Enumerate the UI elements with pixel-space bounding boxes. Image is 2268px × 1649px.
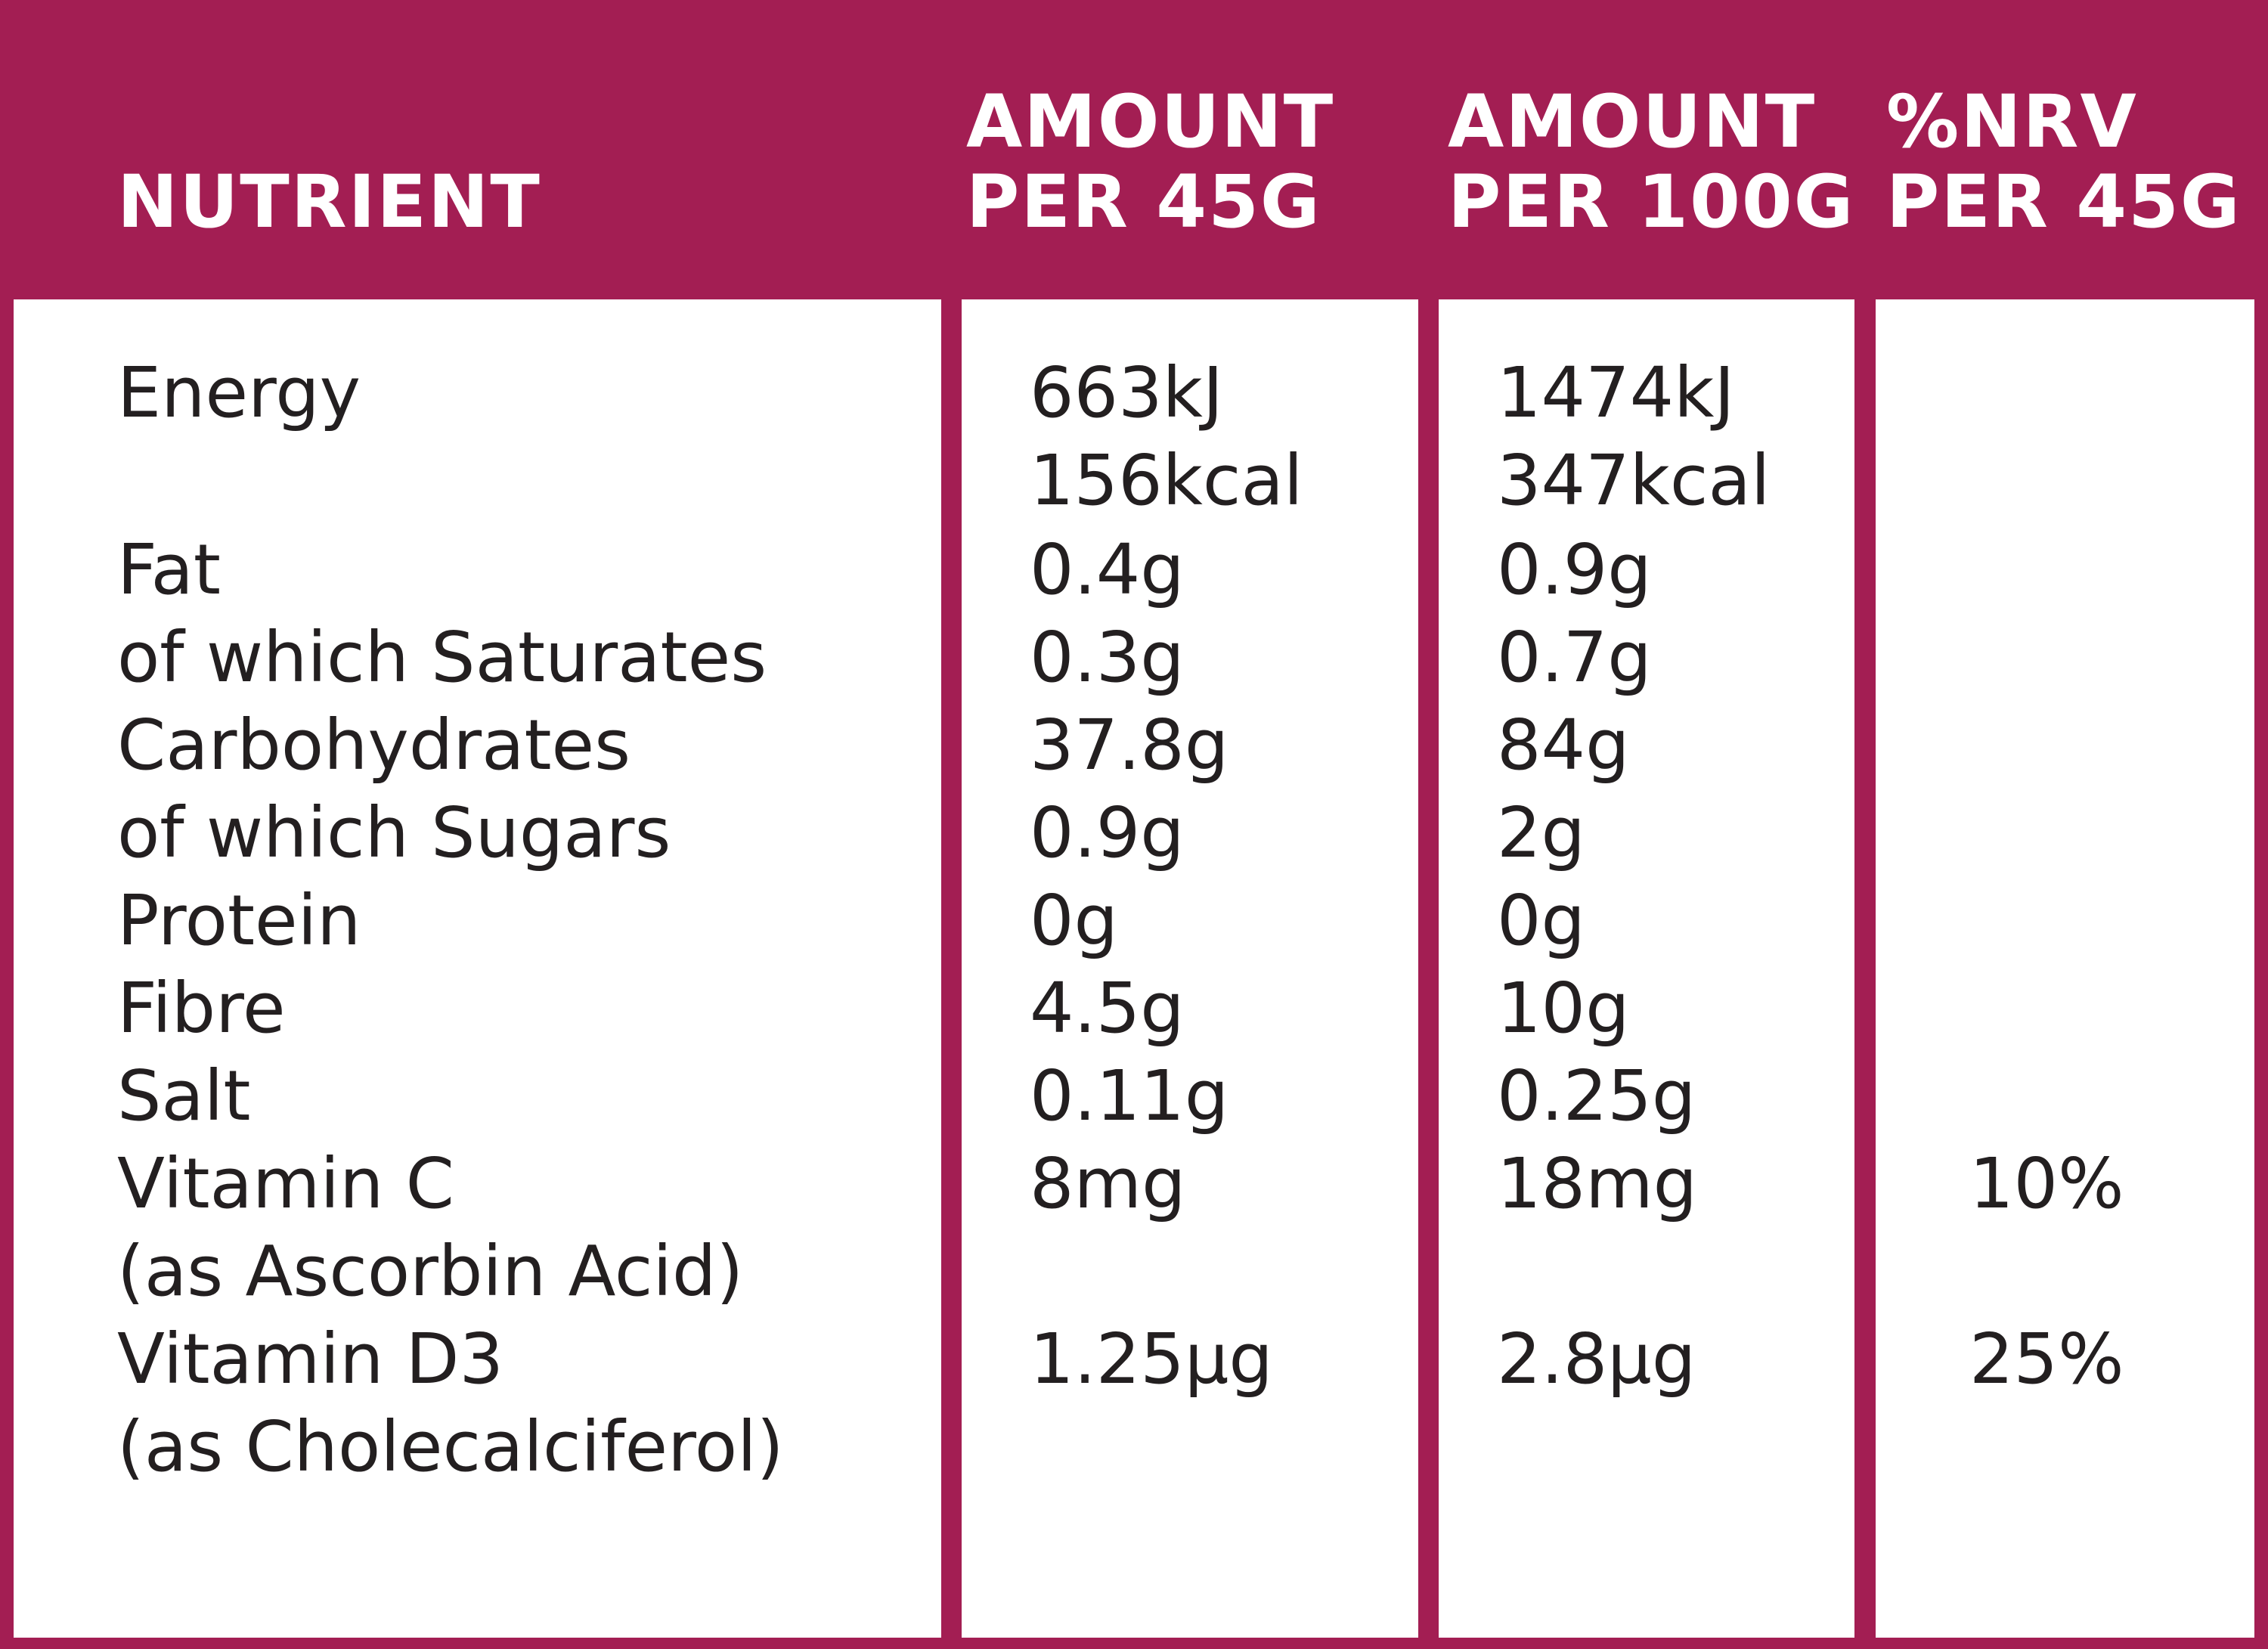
header-nrv-per-45g: %NRV PER 45G — [1886, 0, 2242, 287]
per45-value: 37.8g — [1030, 705, 1229, 786]
per100-value: 347kcal — [1497, 440, 1771, 521]
row-name: (as Ascorbin Acid) — [117, 1231, 744, 1312]
per45-value: 156kcal — [1030, 440, 1303, 521]
per45-value: 4.5g — [1030, 968, 1185, 1049]
header-per45-line1: AMOUNT — [966, 79, 1335, 164]
per45-value: 663kJ — [1030, 352, 1224, 433]
per45-value: 1.25µg — [1030, 1319, 1273, 1399]
per100-value: 0.9g — [1497, 529, 1652, 610]
per100-value: 84g — [1497, 705, 1630, 786]
nrv-value: 25% — [1969, 1319, 2124, 1399]
per100-value: 1474kJ — [1497, 352, 1735, 433]
per100-value: 0g — [1497, 880, 1585, 961]
per100-value: 0.7g — [1497, 617, 1652, 698]
header-nrv-line1: %NRV — [1886, 79, 2138, 164]
per45-value: 0.11g — [1030, 1055, 1229, 1136]
row-name: Vitamin D3 — [117, 1319, 504, 1399]
row-name: (as Cholecalciferol) — [117, 1406, 784, 1487]
row-name: of which Sugars — [117, 792, 671, 873]
per45-value: 0.9g — [1030, 792, 1185, 873]
per100-value: 0.25g — [1497, 1055, 1696, 1136]
header-amount-per-45g: AMOUNT PER 45G — [966, 0, 1334, 287]
row-name: Salt — [117, 1055, 251, 1136]
nrv-per-45g-column: 10% 25% — [1876, 299, 2254, 1638]
nrv-value: 10% — [1969, 1143, 2124, 1224]
header-nrv-line2: PER 45G — [1886, 160, 2242, 244]
header-per45-line2: PER 45G — [966, 160, 1321, 244]
per100-value: 2g — [1497, 792, 1585, 873]
header-nutrient-label: NUTRIENT — [117, 160, 541, 244]
row-name: Energy — [117, 352, 361, 433]
header-per100-line2: PER 100G — [1448, 160, 1855, 244]
row-name: Fat — [117, 529, 221, 610]
per100-value: 18mg — [1497, 1143, 1698, 1224]
nutrient-column: Energy Fat of which Saturates Carbohydra… — [14, 299, 941, 1638]
per45-value: 0g — [1030, 880, 1118, 961]
amount-per-45g-column: 663kJ 156kcal 0.4g 0.3g 37.8g 0.9g 0g 4.… — [962, 299, 1418, 1638]
header-nutrient: NUTRIENT — [117, 0, 541, 287]
per45-value: 0.4g — [1030, 529, 1185, 610]
row-name: Vitamin C — [117, 1143, 454, 1224]
header-per100-line1: AMOUNT — [1448, 79, 1817, 164]
row-name: of which Saturates — [117, 617, 767, 698]
row-name: Protein — [117, 880, 361, 961]
per45-value: 0.3g — [1030, 617, 1185, 698]
header-amount-per-100g: AMOUNT PER 100G — [1448, 0, 1854, 287]
row-name: Fibre — [117, 968, 286, 1049]
row-name: Carbohydrates — [117, 705, 631, 786]
per100-value: 10g — [1497, 968, 1630, 1049]
per45-value: 8mg — [1030, 1143, 1186, 1224]
amount-per-100g-column: 1474kJ 347kcal 0.9g 0.7g 84g 2g 0g 10g 0… — [1439, 299, 1854, 1638]
per100-value: 2.8µg — [1497, 1319, 1696, 1399]
